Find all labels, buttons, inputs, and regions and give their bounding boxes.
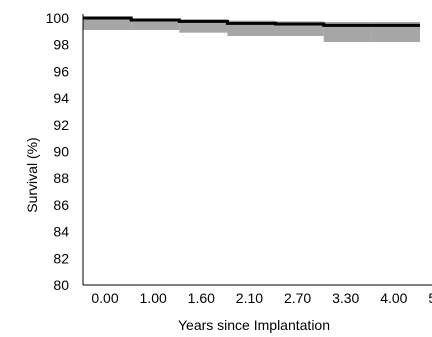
y-tick-label: 86 <box>53 197 69 213</box>
y-tick-label: 100 <box>46 10 70 26</box>
y-tick-label: 90 <box>53 144 69 160</box>
y-tick-label: 84 <box>53 224 69 240</box>
y-axis-title: Survival (%) <box>24 137 40 212</box>
x-tick-label: 0.00 <box>91 290 118 306</box>
band-segment-6 <box>371 22 420 43</box>
y-tick-label: 82 <box>53 250 69 266</box>
survival-step-line <box>83 16 420 27</box>
band-segment-1 <box>131 18 180 31</box>
x-tick-label: 1.60 <box>188 290 215 306</box>
x-axis-title: Years since Implantation <box>178 317 330 333</box>
axis-layer <box>82 14 432 286</box>
x-tick-label: 4.00 <box>380 290 407 306</box>
x-tick-label: 3.30 <box>332 290 359 306</box>
y-tick-label: 98 <box>53 37 69 53</box>
y-tick-labels: 80 82 84 86 88 90 92 94 96 98 100 <box>46 10 70 293</box>
y-tick-label: 92 <box>53 117 69 133</box>
band-segment-0 <box>83 18 132 31</box>
y-tick-label: 94 <box>53 90 69 106</box>
x-tick-labels: 0.00 1.00 1.60 2.10 2.70 3.30 4.00 5.20 <box>91 290 432 306</box>
y-tick-label: 96 <box>53 63 69 79</box>
x-tick-label: 1.00 <box>140 290 167 306</box>
confidence-band-layer <box>83 18 420 43</box>
y-tick-label: 88 <box>53 170 69 186</box>
x-tick-label: 5.20 <box>428 290 432 306</box>
x-tick-label: 2.70 <box>284 290 311 306</box>
survival-line-layer <box>83 16 420 27</box>
y-tick-label: 80 <box>53 277 69 293</box>
x-tick-label: 2.10 <box>236 290 263 306</box>
band-segment-5 <box>323 22 372 43</box>
